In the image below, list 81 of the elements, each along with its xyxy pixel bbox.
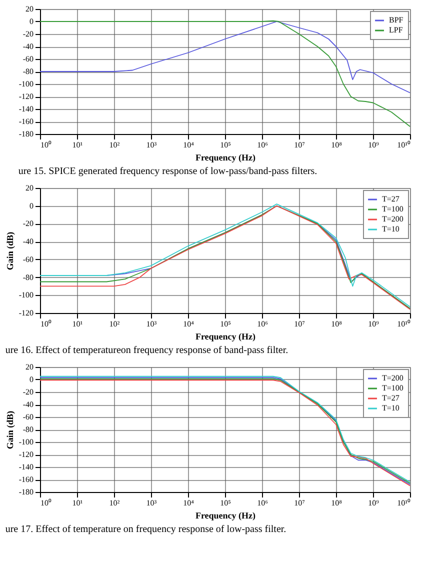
- x-tick-label: 10⁶: [257, 140, 268, 150]
- x-tick-label: 10²: [109, 320, 120, 328]
- legend-label: T=100: [382, 204, 404, 214]
- y-tick-label: 0: [30, 201, 34, 210]
- x-tick-label: 10⁵: [220, 320, 232, 328]
- y-tick-label: -60: [22, 412, 34, 422]
- x-tick-label: 10⁶: [257, 498, 268, 508]
- y-tick-label: -180: [18, 488, 34, 496]
- x-tick-label: 10⁸: [331, 140, 342, 150]
- y-axis-title: Gain (dB): [4, 410, 15, 450]
- y-tick-label: -80: [22, 425, 34, 434]
- y-tick-label: -180: [18, 130, 34, 138]
- y-tick-label: -40: [22, 42, 34, 51]
- y-tick-label: 20: [26, 362, 34, 372]
- legend-label: T=200: [382, 374, 404, 382]
- y-tick-label: -120: [18, 308, 34, 318]
- y-tick-label: 0: [30, 17, 34, 26]
- x-tick-label: 10²: [109, 498, 120, 508]
- x-tick-label: 10⁵: [220, 498, 232, 508]
- y-tick-label: -120: [18, 92, 34, 101]
- x-tick-label: 10²: [109, 140, 120, 150]
- y-tick-label: -100: [18, 290, 34, 300]
- text: ure 15. SPICE generated frequency response of low-pass/band-pass filters.: [18, 166, 318, 177]
- y-tick-label: -100: [18, 438, 34, 446]
- x-tick-label: 10³: [146, 140, 158, 150]
- legend-label: LPF: [389, 26, 404, 34]
- x-tick-label: 10¹⁰: [397, 140, 410, 150]
- y-tick-label: -80: [22, 67, 34, 76]
- text: ure 16. Effect of temperatureon frequency response of band-pass filter.: [5, 345, 288, 356]
- x-tick-label: 10¹⁰: [397, 498, 410, 508]
- y-tick-label: -140: [18, 104, 34, 114]
- x-tick-label: 10¹⁰: [397, 320, 410, 328]
- y-tick-label: -20: [22, 388, 34, 396]
- y-tick-label: -20: [22, 219, 34, 228]
- x-tick-label: 10¹: [72, 320, 84, 328]
- y-tick-label: -160: [18, 117, 34, 126]
- x-tick-label: 10⁰: [40, 320, 52, 328]
- y-tick-label: -160: [18, 475, 34, 484]
- x-tick-label: 10¹: [72, 498, 84, 508]
- y-tick-label: 0: [30, 375, 34, 384]
- x-tick-label: 10⁷: [294, 140, 306, 150]
- x-tick-label: 10⁵: [220, 140, 232, 150]
- x-tick-label: 10⁹: [368, 498, 380, 508]
- y-axis-title: Gain (dB): [4, 232, 15, 270]
- y-tick-label: -40: [22, 237, 34, 246]
- x-tick-label: 10⁸: [331, 320, 342, 328]
- legend-label: T=100: [382, 384, 404, 392]
- y-tick-label: 20: [26, 184, 34, 192]
- y-tick-label: -120: [18, 450, 34, 459]
- x-tick-label: 10⁷: [294, 320, 306, 328]
- legend-label: BPF: [389, 16, 404, 24]
- x-axis-title: Frequency (Hz): [195, 332, 256, 342]
- y-tick-label: -40: [22, 400, 34, 409]
- x-tick-label: 10⁴: [183, 498, 194, 508]
- x-tick-label: 10⁹: [368, 320, 380, 328]
- y-tick-label: -80: [22, 272, 34, 282]
- legend-label: T=27: [382, 194, 400, 204]
- x-tick-label: 10¹: [72, 140, 84, 150]
- x-tick-label: 10⁴: [183, 140, 194, 150]
- x-tick-label: 10⁰: [40, 498, 52, 508]
- x-tick-label: 10⁶: [257, 320, 268, 328]
- y-tick-label: -60: [22, 54, 34, 64]
- y-tick-label: 20: [26, 4, 34, 14]
- x-tick-label: 10⁰: [40, 140, 52, 150]
- x-tick-label: 10⁹: [368, 140, 380, 150]
- legend-label: T=27: [382, 394, 400, 402]
- x-tick-label: 10⁷: [294, 498, 306, 508]
- y-tick-label: -140: [18, 462, 34, 472]
- text: ure 17. Effect of temperature on frequency response of low-pass filter.: [5, 524, 286, 535]
- x-axis-title: Frequency (Hz): [195, 510, 256, 520]
- y-tick-label: -100: [18, 80, 34, 88]
- legend-label: T=10: [382, 224, 400, 234]
- x-tick-label: 10⁴: [183, 320, 194, 328]
- y-tick-label: -20: [22, 30, 34, 38]
- x-tick-label: 10³: [146, 498, 158, 508]
- legend-label: T=10: [382, 404, 400, 412]
- x-tick-label: 10⁸: [331, 498, 342, 508]
- legend-label: T=200: [382, 214, 404, 224]
- x-tick-label: 10³: [146, 320, 158, 328]
- y-tick-label: -60: [22, 254, 34, 264]
- x-axis-title: Frequency (Hz): [195, 152, 256, 162]
